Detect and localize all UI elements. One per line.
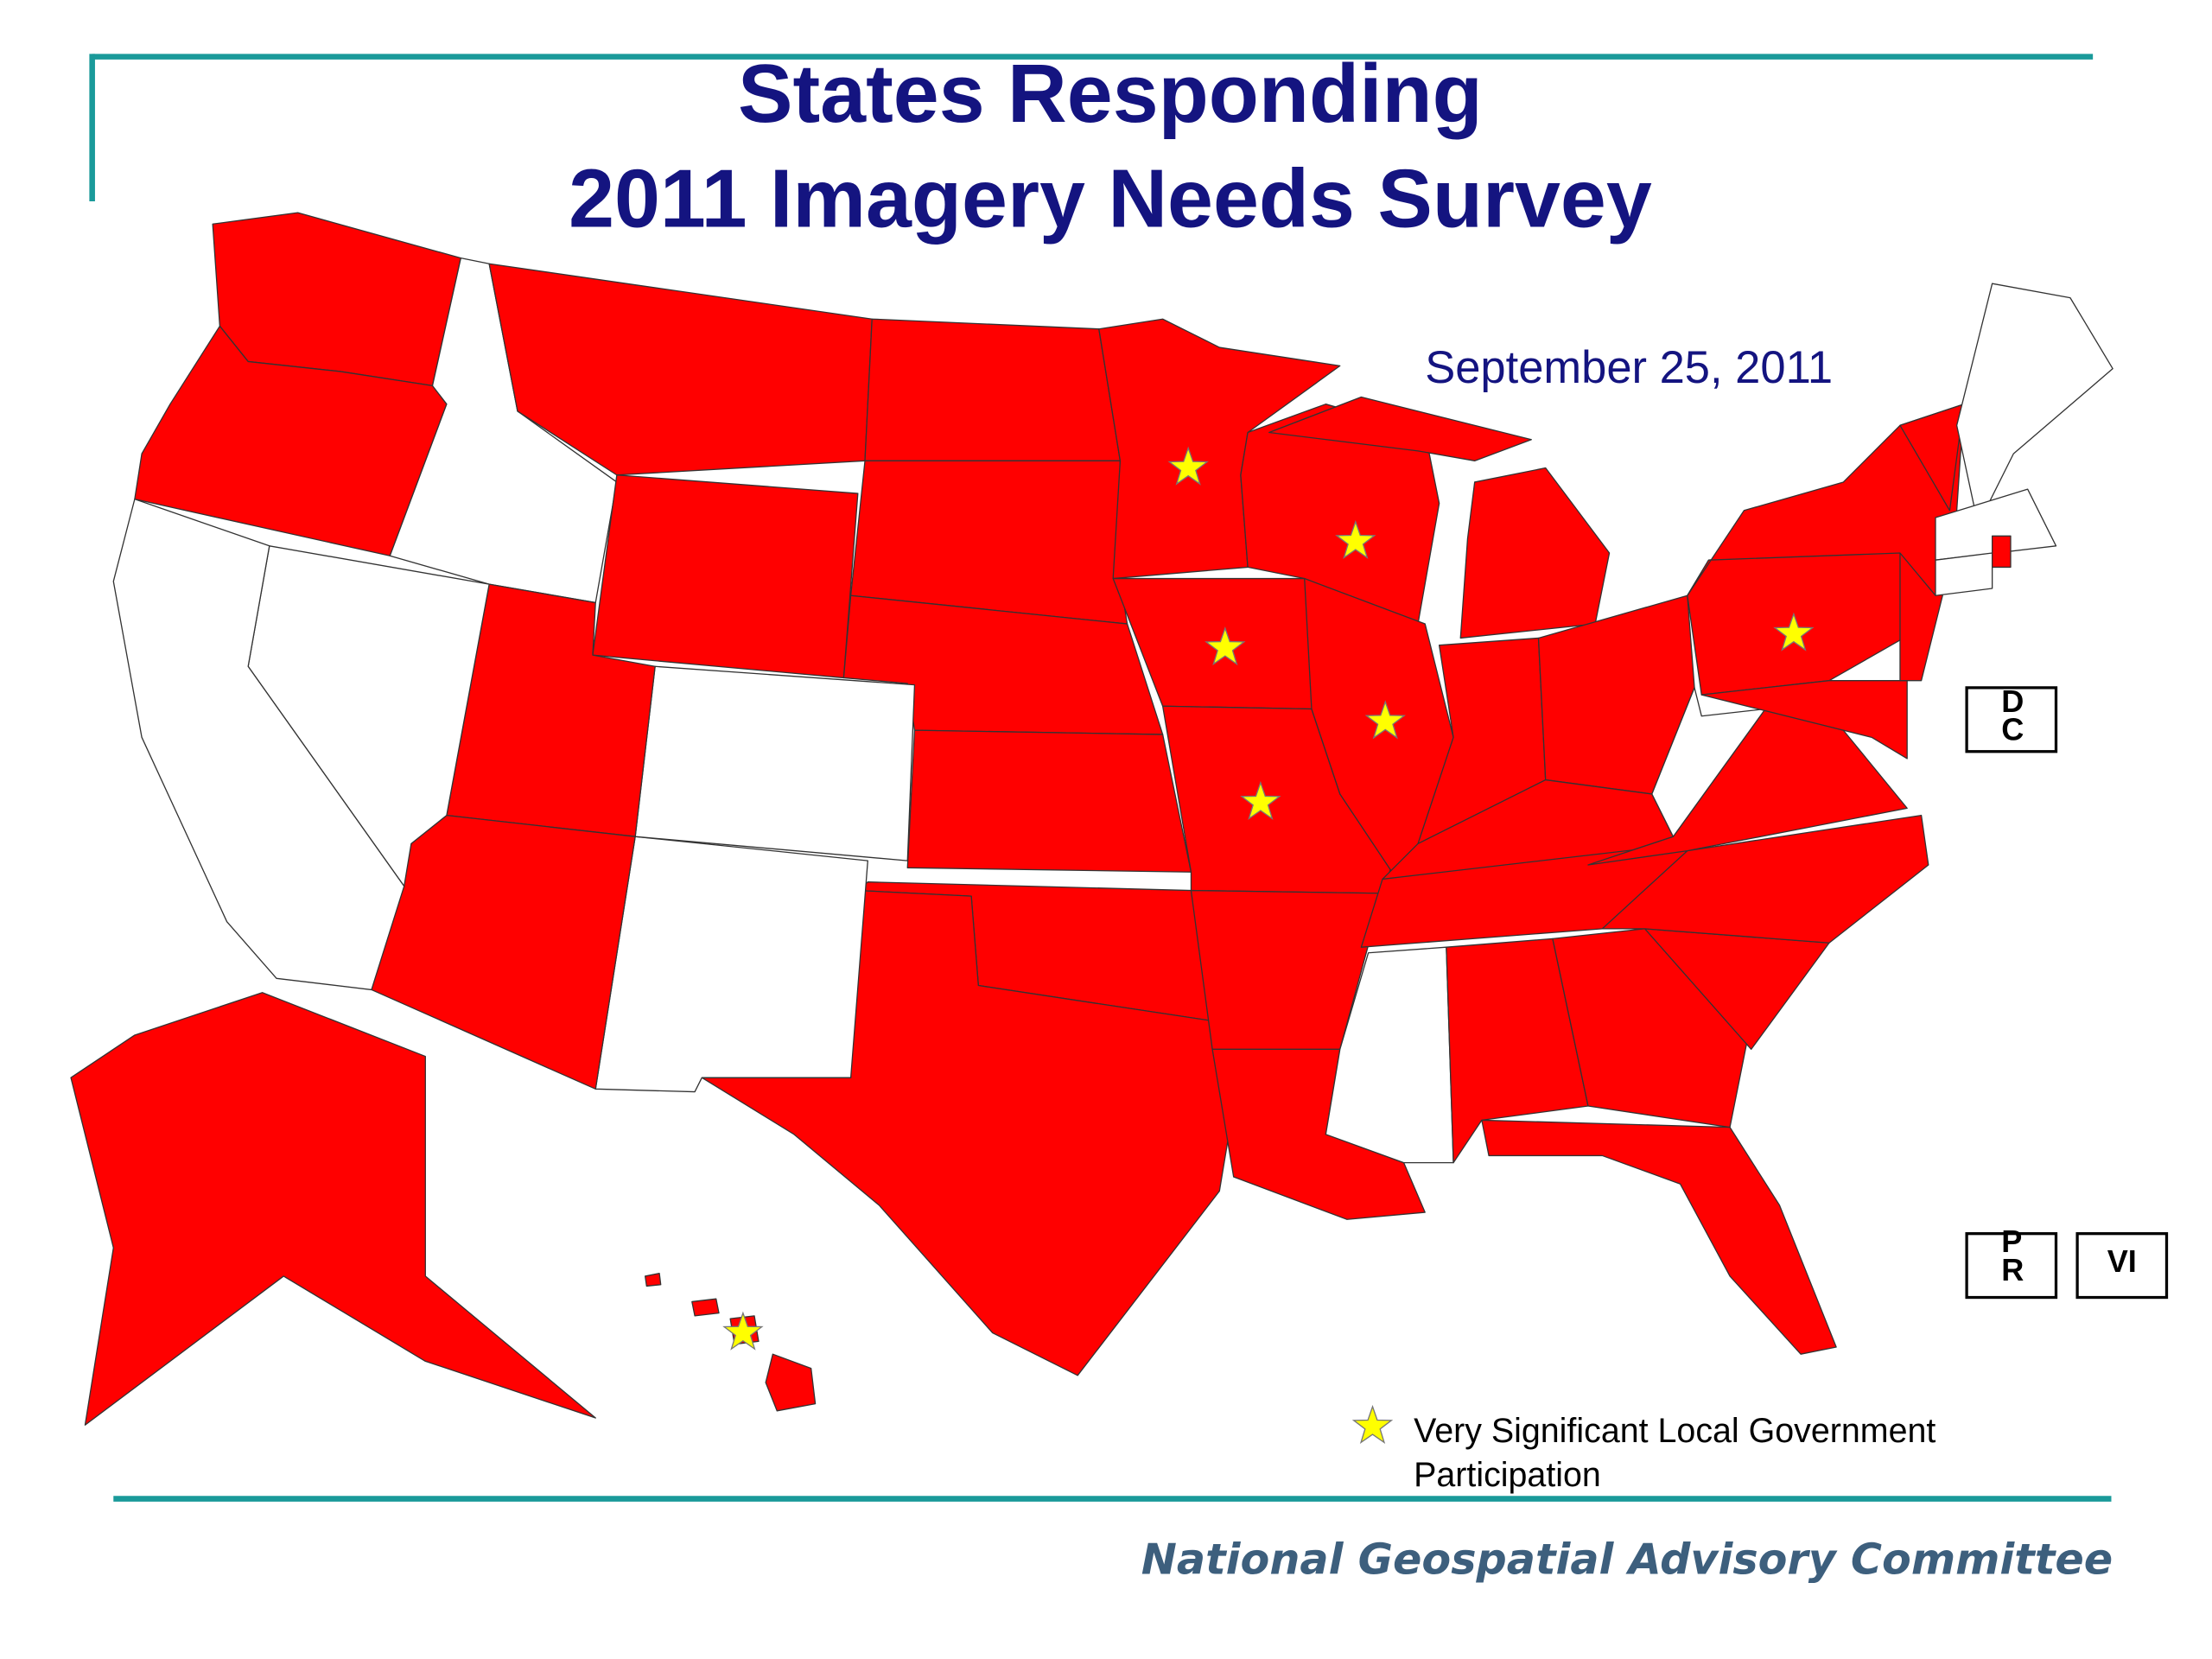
- state-shape: [112, 498, 405, 991]
- state-shape: [1991, 535, 2012, 569]
- territory-label-wrap: DC: [2001, 687, 2024, 747]
- states-map: [70, 212, 2113, 1426]
- state-shape: [488, 263, 873, 476]
- footer: National Geospatial Advisory Committee: [1141, 1535, 2113, 1585]
- state-shape: [645, 1272, 662, 1287]
- state-shape: [1955, 283, 2113, 525]
- legend-star: [1353, 1406, 1392, 1444]
- state-shape: [594, 836, 868, 1093]
- state-shape: [1935, 552, 1993, 596]
- state-shape: [906, 729, 1192, 873]
- state-shape: [1935, 488, 2057, 561]
- state-shape: [1268, 396, 1532, 461]
- state-shape: [1687, 537, 1929, 696]
- territory-box: [1965, 1232, 2058, 1300]
- territory-label-wrap: PR: [2001, 1228, 2024, 1288]
- state-shape: [1446, 938, 1589, 1164]
- state-shape: [864, 318, 1122, 461]
- state-shape: [1700, 680, 1908, 760]
- territory-label: PR: [2001, 1228, 2024, 1288]
- state-shape: [634, 665, 916, 861]
- state-shape: [212, 212, 461, 387]
- territory-label-wrap: VI: [2107, 1248, 2137, 1280]
- territory-box: [2075, 1232, 2169, 1300]
- state-shape: [765, 1353, 817, 1412]
- state-shape: [1899, 404, 1965, 512]
- title-line: 2011 Imagery Needs Survey: [569, 154, 1652, 245]
- state-shape: [592, 474, 859, 679]
- state-shape: [1459, 467, 1611, 639]
- state-shape: [70, 992, 596, 1426]
- title-line: States Responding: [738, 48, 1483, 140]
- state-shape: [371, 814, 636, 1090]
- legend-wrap: Very Significant Local Government Partic…: [1414, 1412, 1936, 1495]
- state-shape: [1481, 1119, 1837, 1355]
- state-shape: [691, 1298, 720, 1317]
- territory-label: VI: [2107, 1248, 2137, 1280]
- legend-label: Very Significant Local Government Partic…: [1414, 1412, 1936, 1495]
- state-shape: [1651, 687, 1766, 837]
- date: September 25, 2011: [1425, 342, 1833, 393]
- territory-box: [1965, 686, 2058, 753]
- territory-label: DC: [2001, 687, 2024, 747]
